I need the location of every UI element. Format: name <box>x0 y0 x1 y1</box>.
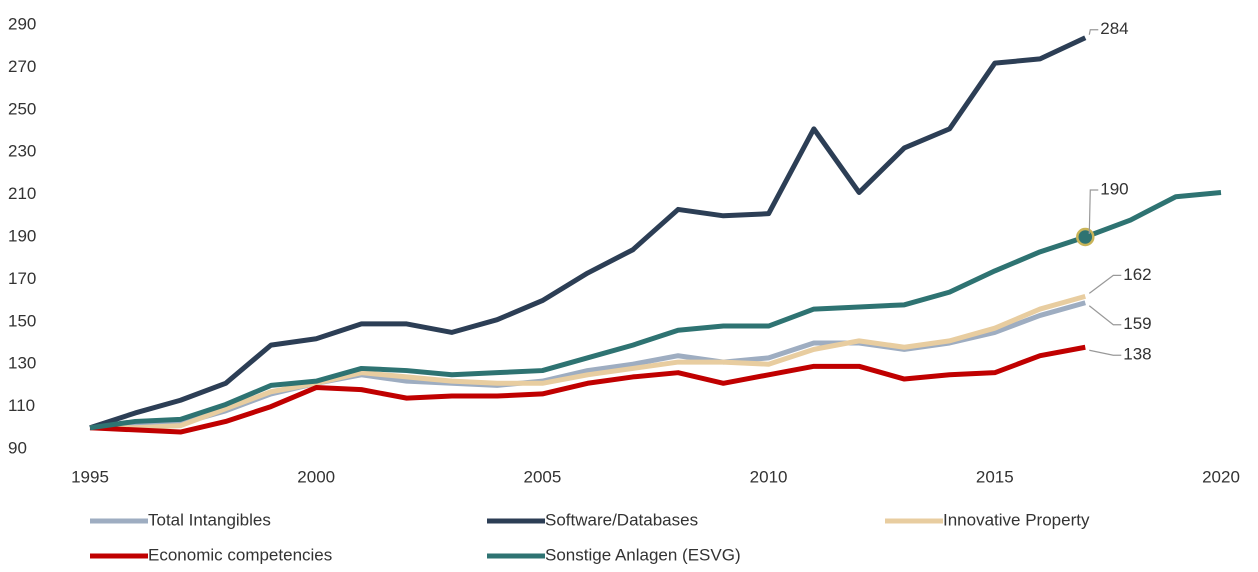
x-tick-label: 2005 <box>523 467 561 486</box>
leader-line <box>1088 29 1099 35</box>
x-tick-label: 2015 <box>976 467 1014 486</box>
x-tick-label: 1995 <box>71 467 109 486</box>
x-tick-label: 2000 <box>297 467 335 486</box>
y-tick-label: 150 <box>8 311 36 330</box>
leader-line <box>1089 349 1122 356</box>
legend-label: Total Intangibles <box>148 510 271 529</box>
y-tick-label: 290 <box>8 14 36 33</box>
annotation: 162 <box>1123 265 1151 284</box>
annotation: 138 <box>1123 345 1151 364</box>
legend-label: Economic competencies <box>148 545 332 564</box>
y-tick-label: 190 <box>8 226 36 245</box>
series-line <box>89 344 1086 435</box>
annotation: 284 <box>1100 19 1128 38</box>
x-tick-label: 2020 <box>1202 467 1240 486</box>
legend-label: Innovative Property <box>943 510 1090 529</box>
y-tick-label: 90 <box>8 438 27 457</box>
y-tick-label: 230 <box>8 142 36 161</box>
y-tick-label: 110 <box>8 396 35 415</box>
annotation: 159 <box>1123 314 1151 333</box>
y-tick-label: 250 <box>8 99 36 118</box>
y-tick-label: 210 <box>8 184 36 203</box>
leader-line <box>1088 305 1122 326</box>
y-tick-label: 130 <box>8 354 36 373</box>
leader-line <box>1088 189 1099 235</box>
x-tick-label: 2010 <box>750 467 788 486</box>
y-tick-label: 170 <box>8 269 36 288</box>
legend-label: Sonstige Anlagen (ESVG) <box>545 545 741 564</box>
y-tick-label: 270 <box>8 57 36 76</box>
highlight-marker <box>1076 227 1095 247</box>
series-line <box>89 35 1087 431</box>
series-line <box>89 189 1222 431</box>
leader-line <box>1088 274 1122 294</box>
series-line <box>90 293 1086 431</box>
series-line <box>89 300 1086 431</box>
annotation: 190 <box>1100 179 1128 198</box>
legend-label: Software/Databases <box>545 510 698 529</box>
